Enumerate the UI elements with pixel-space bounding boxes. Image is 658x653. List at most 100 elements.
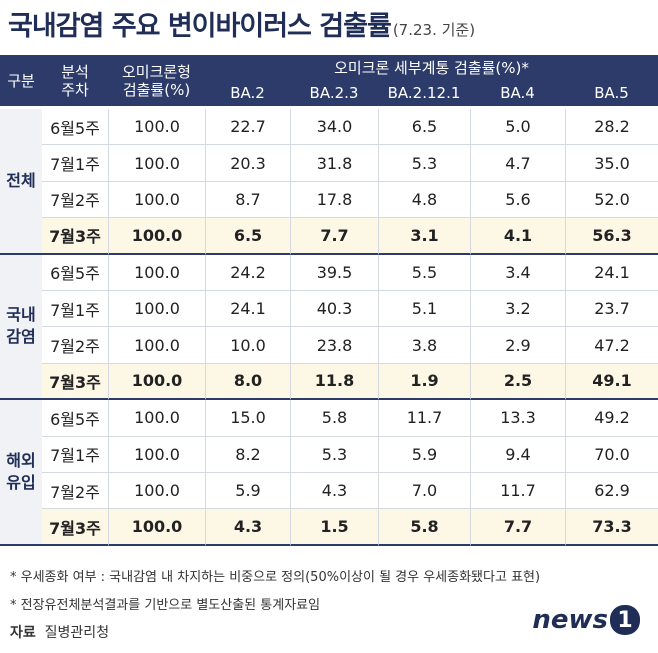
value-cell: 100.0 (108, 181, 205, 219)
value-cell: 11.7 (470, 473, 565, 510)
week-cell: 7월2주 (42, 473, 108, 510)
source-text: 질병관리청 (44, 625, 110, 641)
header-cell: 오미크론 세부계통 검출률(%)* (205, 55, 658, 80)
subtitle: (7.23. 기준) (392, 21, 476, 39)
week-cell: 6월5주 (42, 400, 108, 437)
week-cell: 7월3주 (42, 363, 108, 401)
week-cell: 7월3주 (42, 218, 108, 255)
title: 국내감염 주요 변이바이러스 검출률 (7.23. 기준) (8, 4, 475, 43)
week-cell: 7월2주 (42, 327, 108, 364)
week-cell: 6월5주 (42, 255, 108, 291)
value-cell: 5.1 (378, 291, 470, 328)
value-cell: 73.3 (565, 509, 658, 546)
value-cell: 6.5 (205, 218, 290, 255)
logo-text: news (532, 605, 608, 635)
value-cell: 34.0 (290, 109, 378, 146)
value-cell: 8.0 (205, 363, 290, 401)
value-cell: 3.1 (378, 218, 470, 255)
value-cell: 3.2 (470, 291, 565, 328)
value-cell: 20.3 (205, 145, 290, 182)
value-cell: 100.0 (108, 291, 205, 328)
value-cell: 15.0 (205, 400, 290, 437)
value-cell: 100.0 (108, 145, 205, 182)
title-text: 국내감염 주요 변이바이러스 검출률 (8, 11, 392, 42)
value-cell: 5.5 (378, 254, 470, 291)
value-cell: 11.7 (378, 400, 470, 437)
value-cell: 56.3 (565, 218, 658, 255)
value-cell: 9.4 (470, 436, 565, 473)
week-cell: 7월1주 (42, 145, 108, 182)
value-cell: 17.8 (290, 181, 378, 219)
value-cell: 5.6 (470, 181, 565, 219)
value-cell: 49.1 (565, 363, 658, 401)
text-line: 분석 (61, 62, 89, 81)
value-cell: 28.2 (565, 109, 658, 146)
week-cell: 7월1주 (42, 291, 108, 328)
text-line: 유입 (6, 472, 36, 492)
text-line: 전체 (6, 170, 36, 190)
value-cell: 6.5 (378, 109, 470, 146)
value-cell: 5.3 (378, 145, 470, 182)
logo-mark: 1 (610, 605, 640, 635)
value-cell: 5.8 (290, 400, 378, 437)
week-cell: 6월5주 (42, 109, 108, 146)
value-cell: 39.5 (290, 254, 378, 291)
value-cell: 1.5 (290, 509, 378, 546)
value-cell: 62.9 (565, 473, 658, 510)
value-cell: 49.2 (565, 400, 658, 437)
logo: news 1 (532, 605, 640, 635)
value-cell: 4.3 (290, 473, 378, 510)
week-cell: 7월1주 (42, 437, 108, 473)
value-cell: 24.1 (565, 254, 658, 291)
header-cell: 오미크론형 검출률(%) (108, 55, 205, 106)
group-label: 국내 감염 (0, 254, 42, 401)
value-cell: 4.8 (378, 181, 470, 219)
value-cell: 22.7 (205, 109, 290, 146)
value-cell: 24.1 (205, 291, 290, 328)
header-cell: 구분 (0, 55, 42, 106)
value-cell: 52.0 (565, 181, 658, 219)
value-cell: 7.0 (378, 473, 470, 510)
group-label: 전체 (0, 109, 42, 255)
source-label: 자료 (10, 625, 36, 641)
value-cell: 3.8 (378, 327, 470, 364)
week-cell: 7월2주 (42, 182, 108, 219)
value-cell: 23.8 (290, 327, 378, 364)
value-cell: 3.4 (470, 254, 565, 291)
value-cell: 31.8 (290, 145, 378, 182)
text-line: 해외 (6, 450, 36, 470)
text-line: 검출률(%) (122, 80, 191, 99)
value-cell: 2.5 (470, 363, 565, 401)
header-cell: BA.2 (205, 80, 290, 106)
header-cell: BA.2.3 (290, 80, 378, 106)
value-cell: 70.0 (565, 436, 658, 473)
value-cell: 1.9 (378, 363, 470, 401)
value-cell: 24.2 (205, 254, 290, 291)
value-cell: 100.0 (108, 363, 205, 401)
text-line: 오미크론형 (121, 62, 191, 81)
value-cell: 5.0 (470, 109, 565, 146)
week-cell: 7월3주 (42, 509, 108, 546)
value-cell: 4.7 (470, 145, 565, 182)
value-cell: 11.8 (290, 363, 378, 401)
value-cell: 5.9 (205, 473, 290, 510)
value-cell: 100.0 (108, 400, 205, 437)
text-line: 주차 (61, 80, 89, 99)
group-label: 해외 유입 (0, 400, 42, 546)
value-cell: 7.7 (470, 509, 565, 546)
note: * 전장유전체분석결과를 기반으로 별도산출된 통계자료임 (10, 598, 321, 613)
text-line: 감염 (6, 327, 36, 347)
value-cell: 5.9 (378, 436, 470, 473)
value-cell: 100.0 (108, 436, 205, 473)
source: 자료 질병관리청 (10, 622, 109, 642)
value-cell: 100.0 (108, 327, 205, 364)
value-cell: 100.0 (108, 218, 205, 255)
note: * 우세종화 여부 : 국내감염 내 차지하는 비중으로 정의(50%이상이 될… (10, 570, 541, 585)
header-cell: 분석 주차 (42, 55, 108, 106)
value-cell: 23.7 (565, 291, 658, 328)
header-cell: BA.2.12.1 (378, 80, 470, 106)
value-cell: 100.0 (108, 509, 205, 546)
header-cell: BA.5 (565, 80, 658, 106)
value-cell: 5.3 (290, 436, 378, 473)
